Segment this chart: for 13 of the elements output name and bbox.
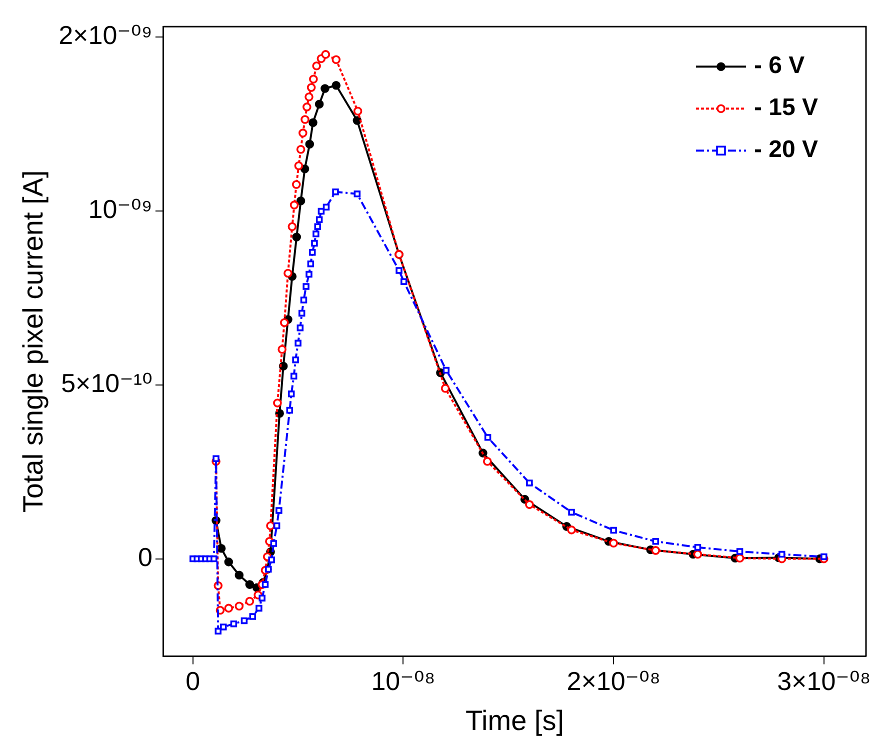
y-tick-label: 2×10⁻⁰⁹ [58, 20, 152, 50]
legend-label: - 6 V [754, 52, 805, 80]
y-tick-label: 10⁻⁰⁹ [88, 194, 152, 224]
x-tick-label: 3×10⁻⁰⁸ [777, 666, 871, 696]
x-tick-label: 10⁻⁰⁸ [371, 666, 436, 696]
y-axis-title: Total single pixel current [A] [18, 170, 49, 513]
x-tick-label: 2×10⁻⁰⁸ [566, 666, 660, 696]
legend-label: - 20 V [754, 136, 818, 164]
x-axis-title: Time [s] [465, 704, 564, 736]
y-tick-label: 0 [138, 542, 152, 572]
y-tick-label: 5×10⁻¹⁰ [61, 368, 152, 398]
x-tick-label: 0 [186, 666, 200, 696]
legend-label: - 15 V [754, 94, 818, 122]
